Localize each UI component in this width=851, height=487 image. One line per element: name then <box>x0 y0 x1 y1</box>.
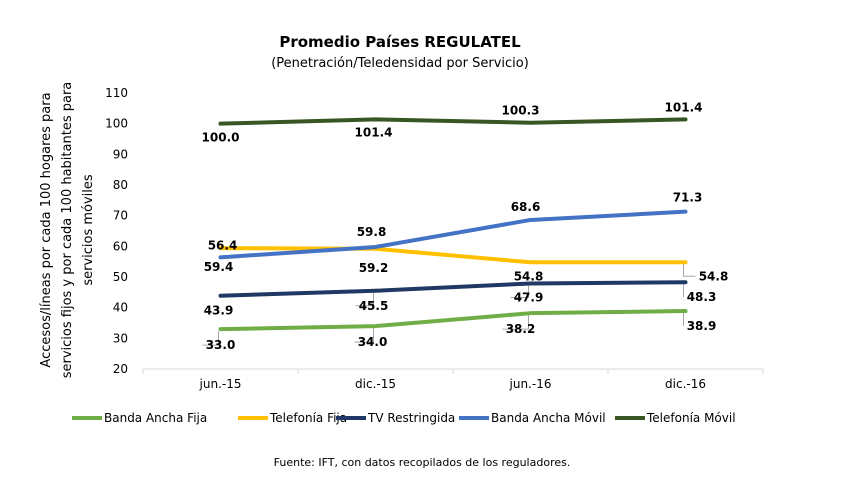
x-ticks: jun.-15 dic.-15 jun.-16 dic.-16 <box>142 369 764 391</box>
x-tick-label: dic.-16 <box>665 377 706 391</box>
series-line-5 <box>218 117 688 126</box>
y-tick-label: 80 <box>113 178 128 192</box>
legend-label: Banda Ancha Fija <box>104 411 207 425</box>
data-label: 59.4 <box>204 260 234 274</box>
data-label: 71.3 <box>673 191 703 205</box>
y-tick-label: 40 <box>113 301 128 315</box>
series-line-1 <box>218 309 688 332</box>
series-line-2 <box>218 246 688 265</box>
legend-label: Telefonía Fija <box>269 411 347 425</box>
legend-label: Telefonía Móvil <box>646 411 736 425</box>
data-label: 48.3 <box>687 290 717 304</box>
series-line-4 <box>218 209 688 260</box>
series-line-3 <box>218 280 688 298</box>
x-tick-label: dic.-15 <box>355 377 396 391</box>
leader-line <box>355 292 374 307</box>
data-labels: 33.0 34.0 38.2 38.9 59.4 59.2 54.8 54.8 43.9 45.5… <box>202 100 729 352</box>
y-ticks: 20 30 40 50 60 70 80 90 100 110 <box>105 86 128 376</box>
data-label: 54.8 <box>514 269 544 283</box>
data-label: 33.0 <box>206 338 236 352</box>
y-axis-label-line-1: Accesos/líneas por cada 100 hogares para <box>39 92 54 367</box>
y-tick-label: 70 <box>113 209 128 223</box>
data-label: 101.4 <box>665 100 703 114</box>
legend-label: Banda Ancha Móvil <box>491 411 606 425</box>
data-label: 56.4 <box>208 238 238 252</box>
leader-line <box>202 331 219 346</box>
data-label: 34.0 <box>358 335 388 349</box>
x-tick-label: jun.-15 <box>199 377 242 391</box>
data-label: 45.5 <box>359 299 389 313</box>
leader-line <box>683 264 696 277</box>
data-label: 100.3 <box>502 104 540 118</box>
y-tick-label: 20 <box>113 362 128 376</box>
y-axis-label: Accesos/líneas por cada 100 hogares para… <box>39 82 96 379</box>
source-note: Fuente: IFT, con datos recopilados de lo… <box>274 456 571 469</box>
leader-line <box>502 315 529 330</box>
legend: Banda Ancha Fija Telefonía Fija TV Restrin… <box>72 411 736 425</box>
data-label: 68.6 <box>511 200 541 214</box>
data-label: 101.4 <box>355 125 393 139</box>
y-tick-label: 50 <box>113 270 128 284</box>
chart-subtitle: (Penetración/Teledensidad por Servicio) <box>271 56 529 71</box>
chart-title: Promedio Países REGULATEL <box>279 33 521 51</box>
data-label: 59.2 <box>359 261 389 275</box>
y-axis-label-line-2: servicios fijos y por cada 100 habitante… <box>60 82 75 379</box>
data-label: 100.0 <box>202 131 240 145</box>
leader-line <box>510 285 529 298</box>
y-tick-label: 30 <box>113 331 128 345</box>
leader-lines <box>202 264 696 346</box>
data-label: 38.2 <box>506 322 536 336</box>
y-tick-label: 110 <box>105 86 128 100</box>
legend-label: TV Restringida <box>367 411 455 425</box>
data-label: 54.8 <box>699 269 729 283</box>
data-label: 43.9 <box>204 304 234 318</box>
x-tick-label: jun.-16 <box>509 377 552 391</box>
series-lines <box>218 117 688 332</box>
data-label: 38.9 <box>687 319 717 333</box>
y-tick-label: 60 <box>113 239 128 253</box>
y-tick-label: 100 <box>105 117 128 131</box>
data-label: 59.8 <box>357 225 387 239</box>
y-axis-label-line-3: servicios móviles <box>81 174 96 286</box>
y-tick-label: 90 <box>113 147 128 161</box>
data-label: 47.9 <box>514 290 544 304</box>
leader-line <box>354 328 374 343</box>
